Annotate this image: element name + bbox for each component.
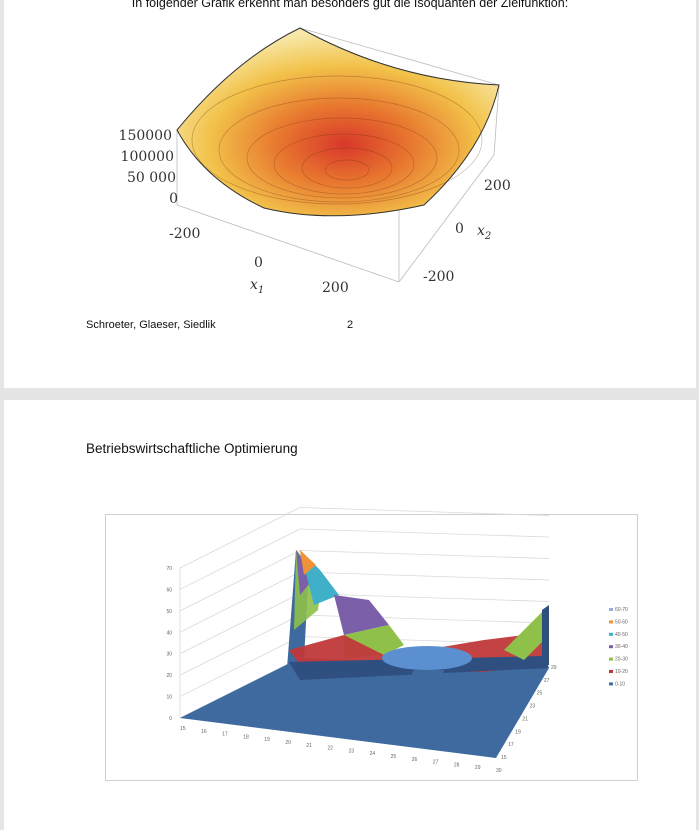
excel-chart-frame xyxy=(105,514,638,781)
z-axis-ticks: 150000 100000 50 000 0 xyxy=(119,128,178,207)
x2-axis-label: x2 xyxy=(477,223,491,242)
z-tick-label: 70 xyxy=(166,566,172,572)
legend-swatch xyxy=(609,657,613,661)
legend-swatch xyxy=(609,645,613,649)
legend-label: 50-60 xyxy=(615,619,628,625)
z-tick: 0 xyxy=(169,191,178,207)
z-tick-label: 50 xyxy=(166,609,172,615)
surface xyxy=(176,27,500,217)
gridline xyxy=(299,528,550,538)
x2-tick: 0 xyxy=(455,221,464,237)
document-page-2: Betriebswirtschaftliche Optimierung 0 10 2… xyxy=(4,400,696,830)
legend-label: 60-70 xyxy=(615,607,628,613)
y-tick-label: 23 xyxy=(530,704,536,710)
y-tick-label: 15 xyxy=(501,755,507,761)
x-tick-label: 24 xyxy=(370,751,376,757)
x1-tick: 0 xyxy=(254,255,263,271)
z-tick-label: 10 xyxy=(166,695,172,701)
legend-swatch xyxy=(609,670,613,673)
z-tick: 150000 xyxy=(119,128,172,144)
y-tick-label: 25 xyxy=(537,691,543,697)
x-tick-label: 23 xyxy=(349,748,355,754)
x-tick-label: 18 xyxy=(243,734,249,740)
x-tick-label: 20 xyxy=(285,740,291,746)
x2-axis-ticks: 200 0 -200 x2 xyxy=(423,178,511,285)
y-tick-label: 29 xyxy=(551,665,557,671)
x-tick-label: 15 xyxy=(180,726,186,732)
legend-label: 20-30 xyxy=(615,657,628,663)
gridline xyxy=(299,614,550,624)
intro-text: In folgender Grafik erkennt man besonder… xyxy=(131,0,569,10)
gridline xyxy=(179,593,301,655)
legend-label: 0-10 xyxy=(615,681,625,687)
page-number: 2 xyxy=(347,319,354,331)
z-tick: 50 000 xyxy=(127,170,176,186)
document-page-1: In folgender Grafik erkennt man besonder… xyxy=(4,0,696,388)
y-tick-label: 27 xyxy=(544,678,550,684)
z-axis-ticks: 0 10 20 30 40 50 60 70 xyxy=(166,566,172,722)
x-tick-label: 17 xyxy=(222,732,228,738)
x-tick-label: 19 xyxy=(264,737,270,743)
x-tick-label: 28 xyxy=(454,762,460,768)
gridline xyxy=(179,614,301,676)
legend-label: 30-40 xyxy=(615,644,628,650)
x-tick-label: 16 xyxy=(201,729,207,735)
z-tick-label: 30 xyxy=(166,652,172,658)
x2-tick: -200 xyxy=(423,269,454,285)
x-tick-label: 22 xyxy=(327,746,333,752)
z-tick: 100000 xyxy=(121,149,174,165)
y-tick-label: 19 xyxy=(515,729,521,735)
legend-label: 40-50 xyxy=(615,632,628,638)
gridline xyxy=(179,507,301,569)
gridline xyxy=(299,550,550,559)
legend-swatch xyxy=(609,608,613,611)
x-tick-label: 30 xyxy=(496,768,502,774)
x-tick-label: 27 xyxy=(433,760,439,766)
z-tick-label: 60 xyxy=(166,587,172,593)
x-tick-label: 25 xyxy=(391,754,397,760)
surface-peak xyxy=(287,550,549,710)
x-tick-label: 21 xyxy=(306,743,312,749)
legend-swatch xyxy=(609,682,613,686)
gridline xyxy=(179,528,301,590)
gridline xyxy=(299,571,550,581)
x2-tick: 200 xyxy=(484,178,511,194)
legend-swatch xyxy=(609,620,613,624)
z-tick-label: 20 xyxy=(166,673,172,679)
y-tick-label: 21 xyxy=(522,716,528,722)
chart-legend: 60-70 50-60 40-50 30-40 20-30 10-20 0-10 xyxy=(609,607,628,687)
legend-swatch xyxy=(609,632,613,636)
gridline xyxy=(179,550,301,612)
x1-tick: -200 xyxy=(169,226,200,242)
gridline xyxy=(179,571,301,633)
mathematica-3d-plot: 150000 100000 50 000 0 -200 0 200 x1 200… xyxy=(119,27,511,296)
gridline xyxy=(179,636,301,697)
gridline xyxy=(299,593,550,602)
excel-surface-chart: 0 10 20 30 40 50 60 70 15 16 17 18 19 20 21 22 23 24 25 26… xyxy=(166,507,628,774)
legend-label: 10-20 xyxy=(615,669,628,675)
floor-surface xyxy=(180,658,549,758)
x-tick-label: 29 xyxy=(475,765,481,771)
page-heading: Betriebswirtschaftliche Optimierung xyxy=(86,441,298,456)
isoquant-contours xyxy=(191,75,483,205)
x-axis-ticks: 15 16 17 18 19 20 21 22 23 24 25 26 27 28 29 30 xyxy=(180,726,502,774)
y-tick-label: 17 xyxy=(508,742,514,748)
footer-authors: Schroeter, Glaeser, Siedlik xyxy=(86,319,216,331)
x-tick-label: 26 xyxy=(412,757,418,763)
x1-axis-label: x1 xyxy=(250,277,264,296)
x1-tick: 200 xyxy=(322,280,349,296)
z-tick-label: 0 xyxy=(169,716,172,722)
z-tick-label: 40 xyxy=(166,630,172,636)
gridline xyxy=(299,507,550,516)
x1-axis-ticks: -200 0 200 x1 xyxy=(169,226,349,296)
